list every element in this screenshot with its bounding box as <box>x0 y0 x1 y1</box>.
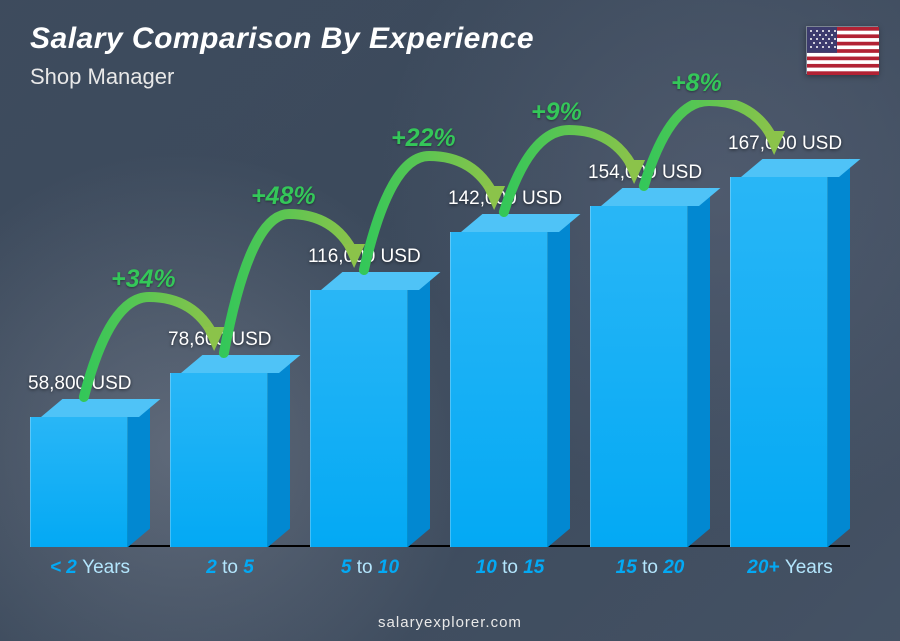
pct-increase-arc <box>30 100 850 581</box>
chart-plot-area: 58,800 USD < 2 Years 78,600 USD 2 to 5 116,0… <box>30 100 850 581</box>
bar-0 <box>30 417 128 547</box>
country-flag-icon <box>806 26 878 74</box>
pct-increase-label: +8% <box>671 69 722 98</box>
bar-4 <box>590 206 688 547</box>
bar-5 <box>730 177 828 547</box>
bar-value-label: 167,000 USD <box>728 133 842 155</box>
chart-subtitle: Shop Manager <box>30 64 174 90</box>
pct-increase-label: +9% <box>531 98 582 127</box>
bar-value-label: 142,000 USD <box>448 188 562 210</box>
bar-3 <box>450 232 548 547</box>
xaxis-tick-label: 2 to 5 <box>170 557 290 579</box>
xaxis-tick-label: 20+ Years <box>730 557 850 579</box>
pct-increase-label: +48% <box>251 182 316 211</box>
pct-increase-arc <box>30 100 850 581</box>
bar-value-label: 78,600 USD <box>168 329 272 351</box>
xaxis-tick-label: 10 to 15 <box>450 557 570 579</box>
pct-increase-label: +22% <box>391 124 456 153</box>
chart-baseline <box>30 545 850 547</box>
pct-increase-label: +34% <box>111 265 176 294</box>
pct-increase-arc <box>30 100 850 581</box>
chart-canvas: Salary Comparison By Experience Shop Man… <box>0 0 900 641</box>
xaxis-tick-label: 5 to 10 <box>310 557 430 579</box>
bar-2 <box>310 290 408 547</box>
bar-1 <box>170 373 268 547</box>
bar-value-label: 58,800 USD <box>28 373 132 395</box>
footer-source: salaryexplorer.com <box>0 614 900 631</box>
xaxis-tick-label: < 2 Years <box>30 557 150 579</box>
xaxis-tick-label: 15 to 20 <box>590 557 710 579</box>
chart-title: Salary Comparison By Experience <box>30 22 534 56</box>
pct-increase-arc <box>30 100 850 581</box>
bar-value-label: 116,000 USD <box>308 246 421 268</box>
pct-increase-arc <box>30 100 850 581</box>
bar-value-label: 154,000 USD <box>588 162 702 184</box>
